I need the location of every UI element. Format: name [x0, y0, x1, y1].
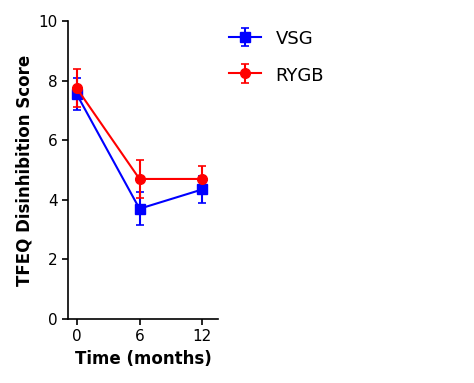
Y-axis label: TFEQ Disinhibition Score: TFEQ Disinhibition Score [15, 54, 33, 286]
Legend: VSG, RYGB: VSG, RYGB [228, 30, 324, 85]
X-axis label: Time (months): Time (months) [75, 350, 211, 368]
